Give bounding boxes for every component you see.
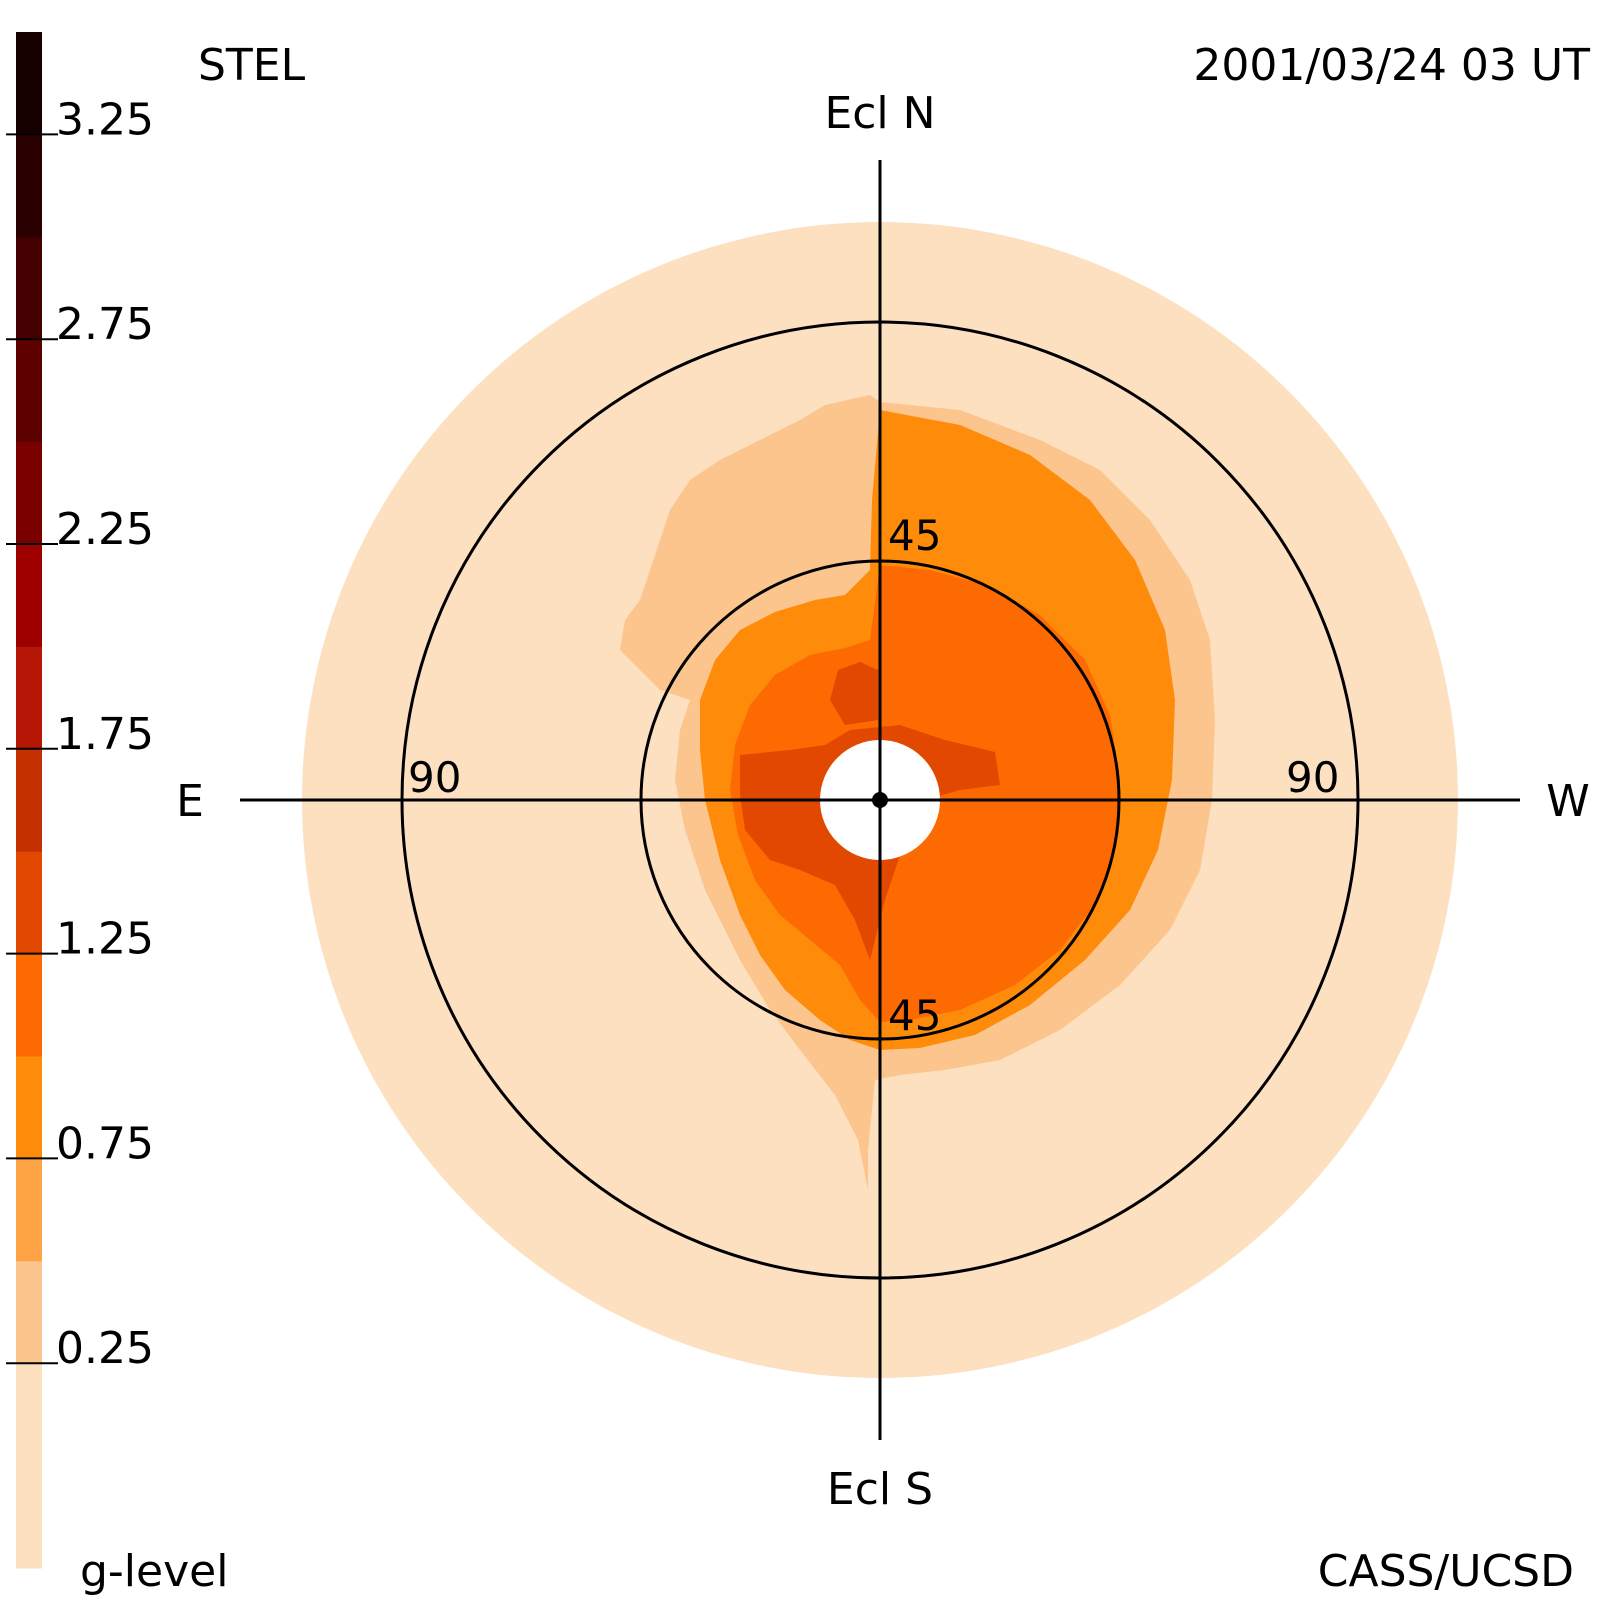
colorbar-cell-13	[16, 32, 42, 135]
direction-south-label: Ecl S	[827, 1464, 933, 1515]
colorbar-tick-label-0: 3.25	[56, 94, 154, 145]
colorbar-tick-label-1: 2.75	[56, 299, 154, 350]
footer-right-label: CASS/UCSD	[1318, 1546, 1574, 1597]
colorbar-cell-8	[16, 544, 42, 647]
colorbar-cell-5	[16, 851, 42, 955]
colorbar-tick-label-2: 2.25	[56, 504, 154, 555]
colorbar-cell-3	[16, 1056, 42, 1159]
colorbar-title: g-level	[80, 1546, 228, 1597]
colorbar-tick-label-4: 1.25	[56, 914, 154, 965]
colorbar-cell-9	[16, 441, 42, 545]
colorbar: 3.25 2.75 2.25 1.75 1.25 0.75 0.25	[6, 32, 154, 1569]
header-right-label: 2001/03/24 03 UT	[1193, 40, 1590, 91]
sky-map: 45 45 90 90 Ecl N Ecl S E W	[176, 88, 1590, 1515]
colorbar-cell-2	[16, 1158, 42, 1262]
colorbar-tick-label-3: 1.75	[56, 709, 154, 760]
direction-east-label: E	[176, 776, 204, 827]
ring-label-45-south: 45	[888, 991, 941, 1040]
colorbar-cell-11	[16, 236, 42, 340]
ring-label-45-north: 45	[888, 511, 941, 560]
colorbar-cell-7	[16, 646, 42, 750]
core-enhancement-north-lobe	[830, 662, 878, 725]
direction-north-label: Ecl N	[824, 88, 935, 139]
colorbar-tick-label-6: 0.25	[56, 1323, 154, 1374]
colorbar-cell-10	[16, 339, 42, 443]
ring-label-90-east: 90	[408, 753, 461, 802]
header-left-label: STEL	[198, 40, 306, 91]
sun-center-dot	[872, 792, 888, 808]
colorbar-cell-0	[16, 1363, 42, 1569]
colorbar-cell-4	[16, 953, 42, 1057]
colorbar-cell-1	[16, 1260, 42, 1364]
colorbar-cell-6	[16, 748, 42, 852]
colorbar-cell-12	[16, 134, 42, 238]
ring-label-90-west: 90	[1286, 753, 1339, 802]
colorbar-tick-label-5: 0.75	[56, 1118, 154, 1169]
direction-west-label: W	[1546, 776, 1590, 827]
